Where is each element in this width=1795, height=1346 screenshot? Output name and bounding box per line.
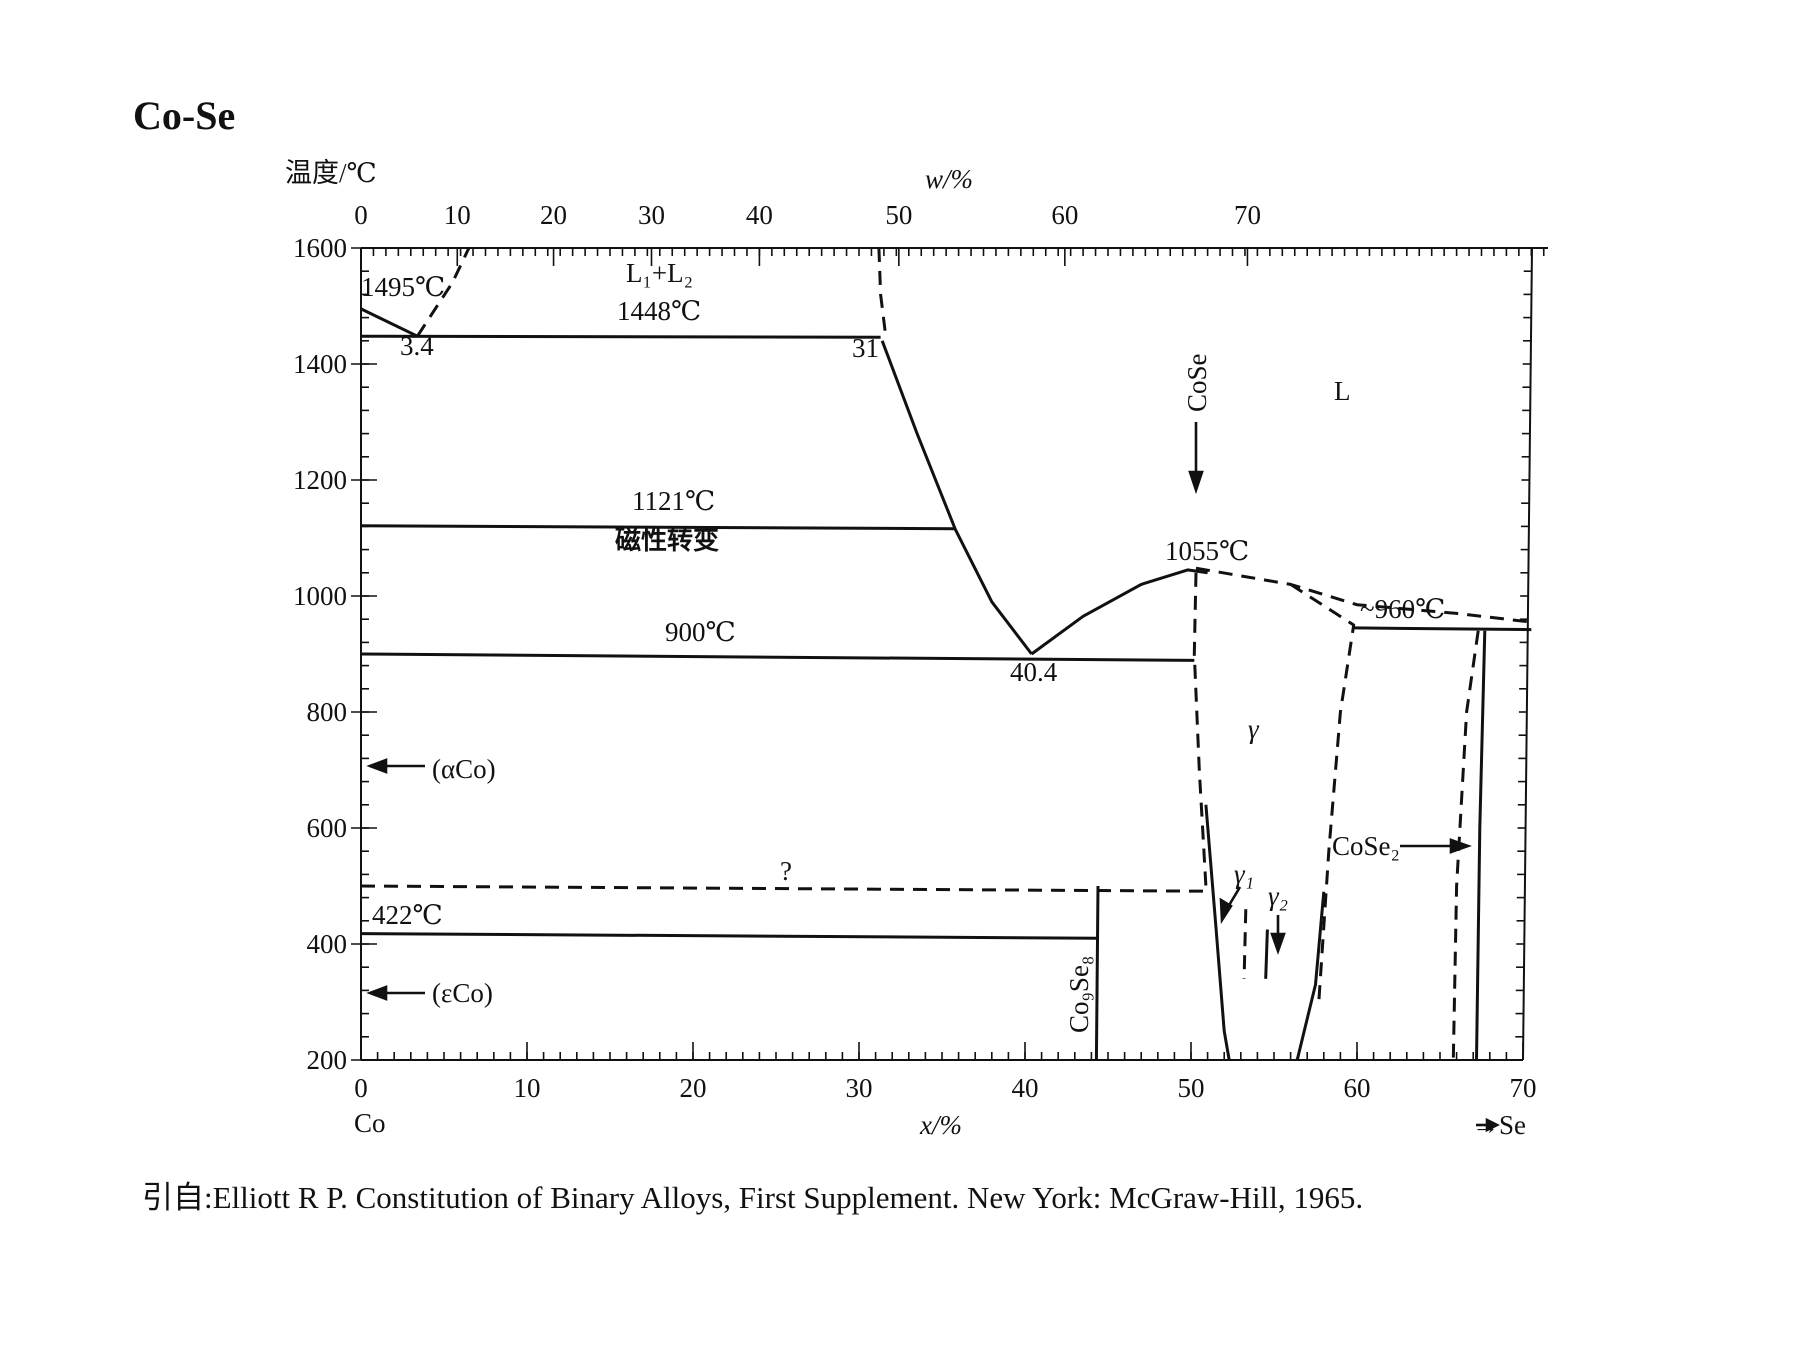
phase-line-gamma-boundary-right-low: [1295, 891, 1326, 1061]
label-1055: 1055℃: [1165, 536, 1249, 566]
cose2-arrow-head: [1449, 838, 1472, 854]
phase-line-liquidus-gamma: [1030, 568, 1208, 656]
epsilon-co-arrow-head: [366, 985, 388, 1001]
w-tick-label: 10: [444, 200, 471, 230]
phase-line-monotectic-gap-right: [877, 247, 888, 336]
label-422: 422℃: [372, 900, 443, 930]
phase-boundary-lines: [360, 247, 1532, 1061]
label-gamma: γ: [1248, 714, 1260, 744]
y-tick-label: 1000: [293, 581, 347, 611]
label-gamma2: γ₂: [1268, 881, 1288, 911]
figure-title: Co-Se: [133, 93, 236, 138]
label-liquid: L: [1334, 376, 1351, 406]
label-40-4: 40.4: [1010, 657, 1058, 687]
phase-line-gamma-boundary-right: [1289, 583, 1356, 1003]
label-960: ~960℃: [1360, 594, 1445, 624]
gamma2-arrow-head: [1270, 932, 1286, 955]
w-tick-label: 0: [354, 200, 368, 230]
label-900: 900℃: [665, 617, 736, 647]
w-tick-label: 40: [746, 200, 773, 230]
label-1448: 1448℃: [617, 296, 701, 326]
label-31: 31: [852, 333, 879, 363]
se-arrow-head: [1485, 1117, 1500, 1133]
gamma1-arrow-head: [1219, 897, 1233, 925]
w-tick-label: 30: [638, 200, 665, 230]
w-tick-label: 70: [1234, 200, 1261, 230]
arrows: [366, 422, 1500, 1133]
y-tick-label: 600: [307, 813, 348, 843]
y-axis-title: 温度/℃: [285, 158, 377, 188]
label-magnetic: 磁性转变: [615, 525, 719, 556]
label-3-4: 3.4: [400, 331, 434, 361]
y-tick-labels: 200 400 600 800 1000 1200 1400 1600: [293, 233, 347, 1075]
x-tick-label: 60: [1344, 1073, 1371, 1103]
w-tick-label: 20: [540, 200, 567, 230]
w-tick-labels: 0 10 20 30 40 50 60 70: [354, 200, 1261, 230]
top-axis-title: w/%: [925, 164, 973, 194]
x-tick-label: 10: [514, 1073, 541, 1103]
bottom-axis-title: x/%: [919, 1110, 962, 1140]
phase-line-gamma-boundary-left: [1192, 572, 1208, 887]
x-tick-label: 20: [680, 1073, 707, 1103]
label-1495: 1495℃: [361, 272, 445, 302]
label-question: ?: [780, 856, 792, 886]
citation: 引自:Elliott R P. Constitution of Binary A…: [142, 1180, 1364, 1215]
y-tick-label: 400: [307, 929, 348, 959]
phase-line-gamma1-gamma2-dash: [1242, 909, 1248, 979]
phase-line-eutectoid-422: [360, 932, 1099, 940]
cose-arrow-head: [1188, 470, 1204, 495]
x-tick-label: 40: [1012, 1073, 1039, 1103]
w-tick-label: 50: [885, 200, 912, 230]
label-alpha-co: (αCo): [432, 754, 496, 784]
phase-line-liquidus-mid: [880, 340, 1033, 655]
x-tick-label: 70: [1510, 1073, 1537, 1103]
y-tick-label: 200: [307, 1045, 348, 1075]
minor-ticks: [360, 247, 1545, 1061]
phase-line-gamma-boundary-left-low: [1204, 804, 1231, 1061]
phase-line-cose2-left-boundary: [1451, 630, 1480, 1061]
phase-line-eutectic-isotherm: [360, 652, 1195, 662]
label-epsilon-co: (εCo): [432, 978, 493, 1008]
phase-line-gamma1-gamma2-solid: [1264, 929, 1269, 979]
label-cose: CoSe: [1182, 353, 1212, 412]
label-l1-l2: L₁+L₂: [626, 258, 693, 288]
right-axis: [1522, 247, 1533, 1061]
phase-line-magnetic-isotherm: [360, 524, 956, 531]
x-tick-label: 50: [1178, 1073, 1205, 1103]
label-gamma1: γ₁: [1234, 859, 1254, 889]
label-cose2: CoSe₂: [1332, 831, 1400, 861]
label-1121: 1121℃: [632, 486, 715, 516]
alpha-co-arrow-head: [366, 758, 388, 774]
phase-line-liquidus-co: [360, 307, 419, 338]
gamma1-arrow: [1226, 886, 1242, 908]
y-tick-label: 800: [307, 697, 348, 727]
phase-line-peritectic-960: [1353, 626, 1532, 632]
phase-line-co9se8-line: [1094, 885, 1100, 1061]
x-tick-label: 30: [846, 1073, 873, 1103]
x-tick-labels: 0 10 20 30 40 50 60 70: [354, 1073, 1536, 1103]
label-co9se8: Co₉Se₈: [1064, 956, 1094, 1033]
phase-line-dashed-500: [360, 884, 1206, 893]
major-ticks: [351, 247, 1524, 1061]
y-tick-label: 1200: [293, 465, 347, 495]
y-tick-label: 1400: [293, 349, 347, 379]
phase-line-liquidus-upper: [1195, 566, 1532, 624]
y-tick-label: 1600: [293, 233, 347, 263]
x-tick-label: 0: [354, 1073, 368, 1103]
phase-line-monotectic-isotherm: [360, 334, 881, 339]
phase-line-cose2-line: [1475, 630, 1487, 1061]
w-tick-label: 60: [1051, 200, 1078, 230]
co-label: Co: [354, 1108, 386, 1138]
